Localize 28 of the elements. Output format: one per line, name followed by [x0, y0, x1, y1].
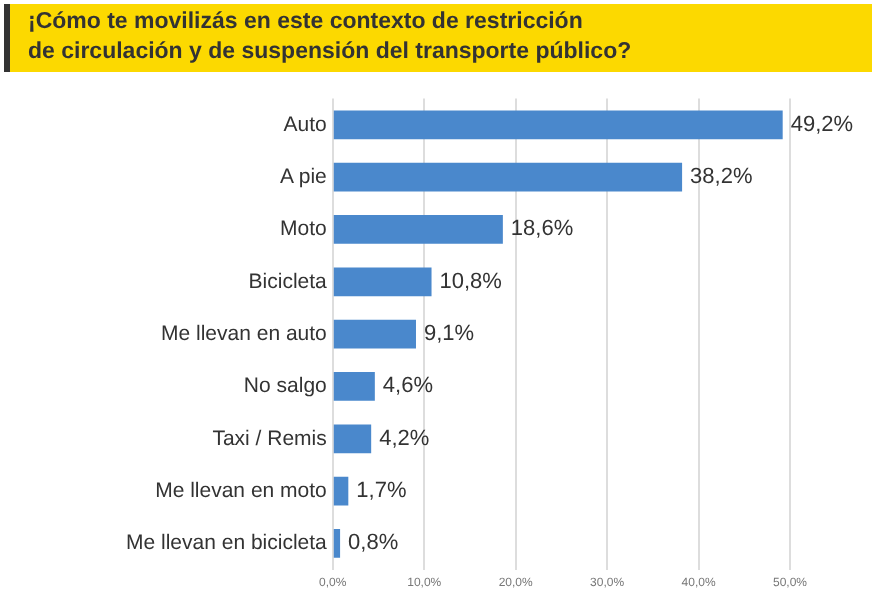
y-tick-label: Taxi / Remis — [212, 426, 327, 451]
y-tick-label: Me llevan en moto — [155, 478, 328, 503]
bar — [333, 319, 416, 349]
bar — [333, 215, 503, 244]
data-label: 49,2% — [790, 112, 854, 137]
bar — [333, 372, 375, 401]
y-tick-label: Auto — [283, 112, 328, 137]
data-label: 10,8% — [439, 269, 503, 294]
data-label: 0,8% — [348, 531, 399, 556]
bar — [333, 162, 683, 192]
chart-title: ¡Cómo te movilizás en este contexto de restricción de circulación y de suspensión del transporte público? — [28, 8, 632, 68]
bar — [333, 529, 341, 558]
data-label: 38,2% — [690, 165, 753, 190]
y-tick-label: Bicicleta — [248, 269, 328, 294]
data-label: 18,6% — [510, 217, 574, 242]
y-tick-label: Me llevan en auto — [160, 321, 328, 346]
bar — [333, 267, 432, 297]
y-tick-label: No salgo — [243, 374, 328, 399]
y-tick-label: A pie — [280, 164, 328, 189]
data-label: 1,7% — [356, 479, 407, 504]
data-label: 4,6% — [382, 374, 434, 399]
bar — [333, 424, 372, 454]
data-label: 9,1% — [423, 322, 475, 347]
bar — [333, 110, 783, 140]
y-tick-label: Moto — [280, 217, 328, 242]
data-label: 4,2% — [379, 426, 430, 451]
bar — [333, 476, 349, 506]
y-tick-label: Me llevan en bicicleta — [125, 531, 328, 556]
